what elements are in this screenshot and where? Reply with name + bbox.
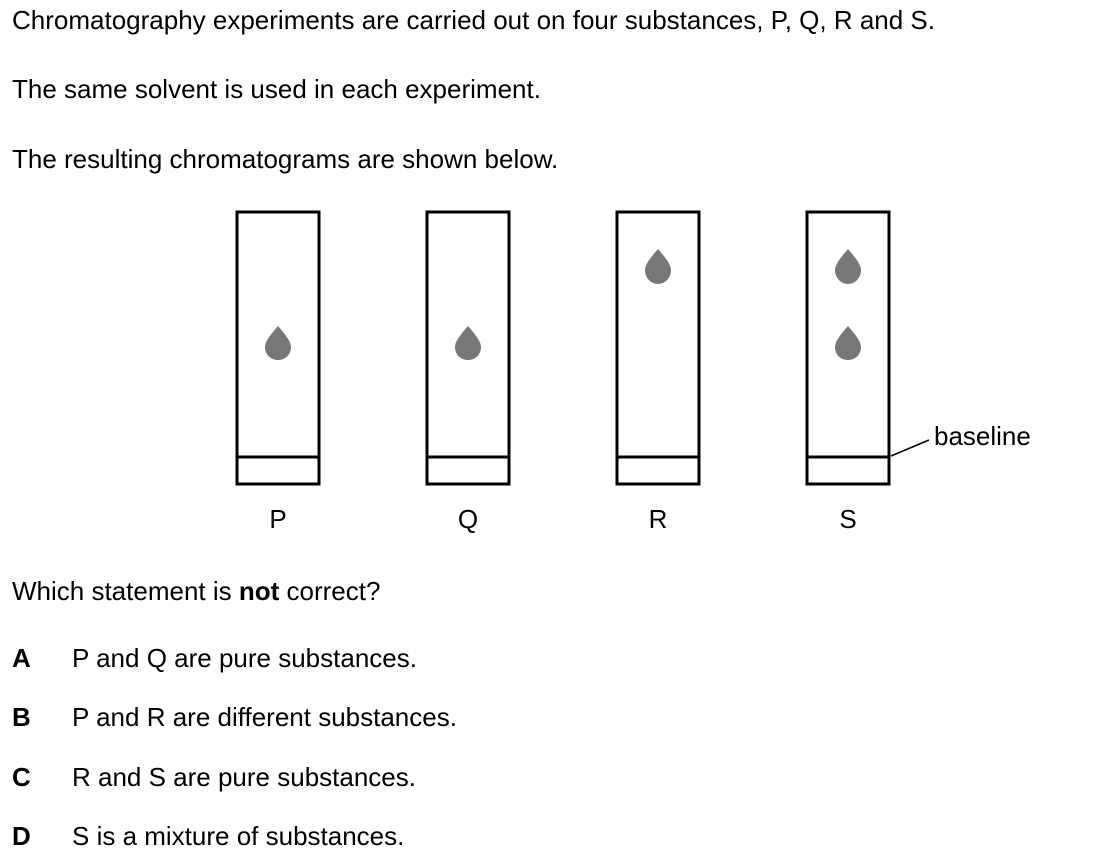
strip-paper: [425, 210, 511, 486]
option-letter: C: [12, 762, 31, 792]
chromatogram-strip-s: S: [805, 210, 891, 534]
baseline-pointer: [890, 439, 930, 457]
intro-line-2: The same solvent is used in each experim…: [12, 74, 541, 104]
question-stem: Which statement is not correct?: [12, 576, 380, 606]
chromatogram-strip-q: Q: [425, 210, 511, 534]
option-letter: B: [12, 702, 31, 732]
spot-lower: [835, 326, 861, 360]
question-suffix: correct?: [279, 576, 381, 606]
strip-paper: [805, 210, 891, 486]
strip-label: Q: [458, 504, 478, 534]
option-text: P and R are different substances.: [72, 702, 457, 732]
option-letter: A: [12, 643, 31, 673]
option-d[interactable]: D S is a mixture of substances.: [12, 821, 404, 851]
baseline-label: baseline: [934, 421, 1031, 451]
question-emphasis: not: [238, 576, 280, 606]
chromatogram-strip-p: P: [235, 210, 321, 534]
spot: [265, 326, 291, 360]
option-text: S is a mixture of substances.: [72, 821, 405, 851]
spot: [645, 249, 671, 284]
chromatogram-strip-r: R: [615, 210, 701, 534]
option-text: R and S are pure substances.: [72, 762, 416, 792]
strip-label: R: [649, 504, 668, 534]
strip-paper: [235, 210, 321, 486]
spot: [455, 326, 481, 360]
option-a[interactable]: A P and Q are pure substances.: [12, 643, 417, 673]
option-c[interactable]: C R and S are pure substances.: [12, 762, 416, 792]
option-b[interactable]: B P and R are different substances.: [12, 702, 457, 732]
option-letter: D: [12, 821, 31, 851]
chromatogram-diagram: P Q R S baseline: [235, 210, 1031, 534]
intro-line-1: Chromatography experiments are carried o…: [12, 5, 935, 35]
question-prefix: Which statement is: [12, 576, 239, 606]
option-text: P and Q are pure substances.: [72, 643, 417, 673]
strip-paper: [615, 210, 701, 486]
spot-upper: [835, 249, 861, 284]
intro-line-3: The resulting chromatograms are shown be…: [12, 144, 559, 174]
strip-label: S: [839, 504, 856, 534]
strip-label: P: [269, 504, 286, 534]
